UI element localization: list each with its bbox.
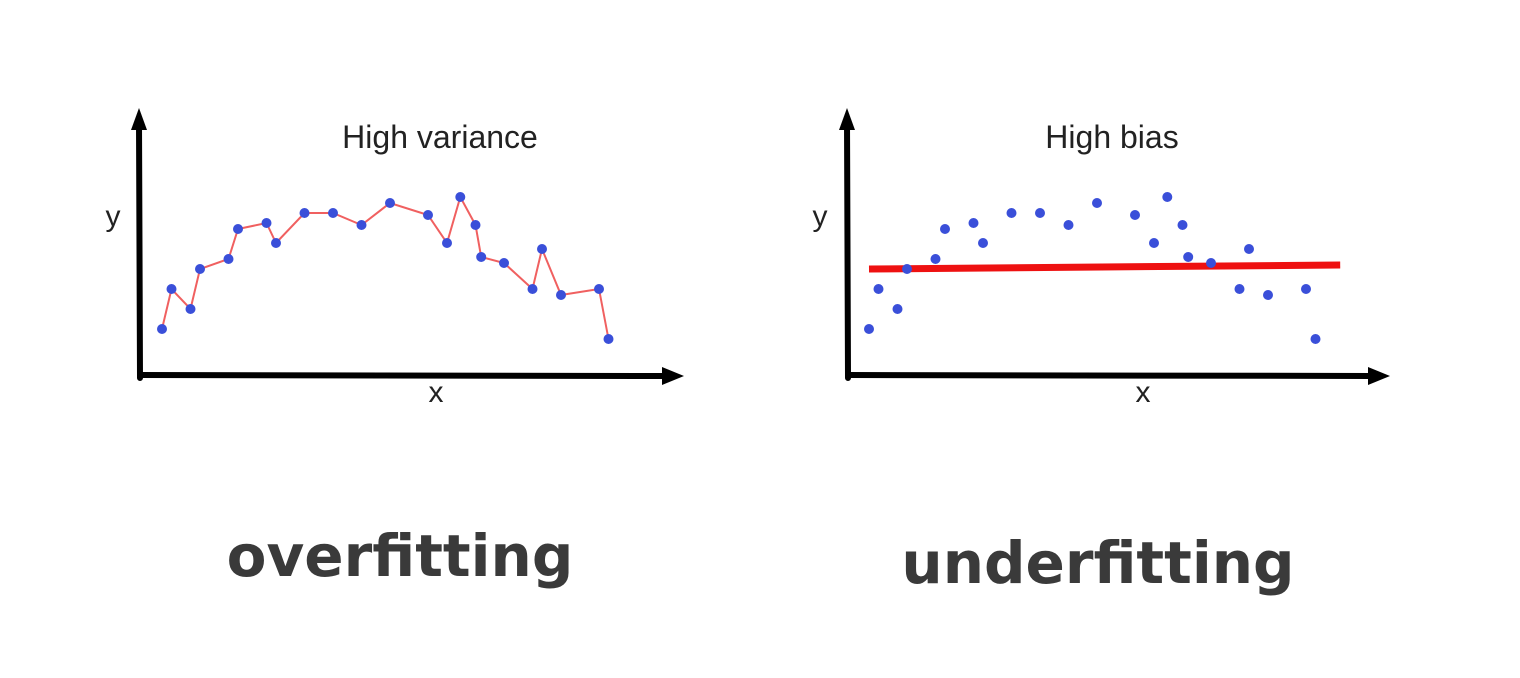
data-point (902, 264, 912, 274)
data-point (968, 218, 979, 228)
data-point (1162, 192, 1173, 202)
overfitting-panel: High variance y x overfitting (106, 108, 684, 590)
data-point (1006, 208, 1017, 218)
data-point (499, 258, 509, 268)
x-axis-arrow (1368, 367, 1390, 385)
data-point (385, 198, 395, 208)
y-axis (844, 119, 851, 381)
data-point (1206, 258, 1216, 268)
data-point (166, 284, 177, 294)
data-point (864, 324, 874, 334)
series-line (161, 194, 610, 340)
data-point (233, 224, 243, 234)
data-point (556, 290, 566, 300)
plot-area (864, 192, 1341, 344)
data-point (328, 208, 338, 218)
data-point (1149, 238, 1159, 248)
data-point (892, 304, 903, 314)
caption: overfitting (227, 522, 574, 590)
data-point (185, 304, 196, 314)
y-axis (136, 119, 143, 381)
data-point (356, 220, 367, 230)
y-axis-label: y (813, 200, 828, 233)
data-point (1177, 220, 1188, 230)
data-point (1301, 284, 1311, 294)
data-point (930, 254, 941, 264)
underfitting-panel: High bias y x underfitting (813, 108, 1390, 597)
data-point (873, 284, 884, 294)
fit-line (868, 261, 1341, 273)
data-point (603, 334, 614, 344)
data-point (271, 238, 281, 248)
data-point (1063, 220, 1074, 230)
data-point (1234, 284, 1245, 294)
y-axis-arrow (839, 108, 855, 130)
data-point (1183, 252, 1194, 262)
chart-title: High bias (1045, 119, 1178, 155)
data-point (537, 244, 547, 254)
data-point (940, 224, 950, 234)
data-point (1310, 334, 1321, 344)
x-axis-label: x (429, 376, 444, 409)
data-point (299, 208, 310, 218)
data-point (1035, 208, 1045, 218)
data-point (442, 238, 452, 248)
x-axis (845, 372, 1373, 379)
data-point (223, 254, 234, 264)
x-axis-label: x (1136, 376, 1151, 409)
data-point (470, 220, 481, 230)
x-axis-arrow (662, 367, 684, 385)
data-point (476, 252, 487, 262)
data-point (978, 238, 988, 248)
y-axis-label: y (106, 200, 121, 233)
data-point (1092, 198, 1102, 208)
data-point (527, 284, 538, 294)
data-point (157, 324, 167, 334)
x-axis (137, 372, 667, 379)
data-point (1244, 244, 1254, 254)
chart-title: High variance (342, 119, 538, 155)
data-point (261, 218, 272, 228)
data-point (594, 284, 604, 294)
plot-area (157, 192, 614, 344)
data-point (1263, 290, 1273, 300)
data-point (195, 264, 205, 274)
data-point (1130, 210, 1140, 220)
y-axis-arrow (131, 108, 147, 130)
caption: underfitting (901, 529, 1294, 597)
data-point (455, 192, 466, 202)
data-point (423, 210, 433, 220)
